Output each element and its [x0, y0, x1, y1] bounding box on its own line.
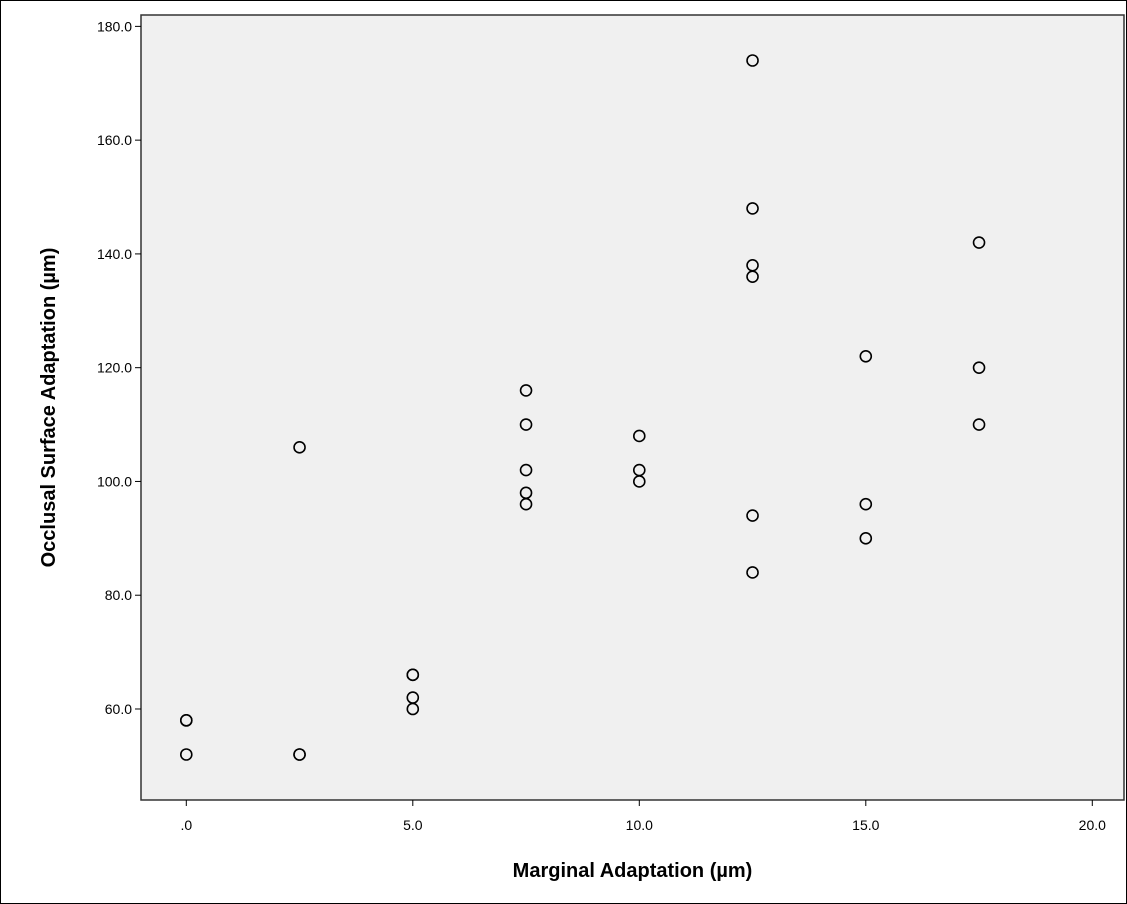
data-point: [859, 350, 873, 363]
data-point: [746, 270, 759, 283]
y-tick-label: 100.0: [97, 473, 132, 489]
data-point: [519, 418, 533, 431]
data-point: [746, 54, 759, 67]
data-point: [519, 497, 533, 511]
data-point: [632, 429, 646, 443]
x-tick-label: 5.0: [403, 817, 423, 833]
data-point: [293, 748, 306, 761]
data-point: [859, 532, 873, 545]
data-point: [519, 486, 533, 500]
data-point: [406, 668, 420, 682]
y-tick-label: 160.0: [97, 132, 132, 148]
data-point: [179, 748, 193, 761]
data-point: [746, 258, 759, 272]
data-point: [519, 463, 533, 477]
y-axis-title: Occlusal Surface Adaptation (µm): [38, 248, 60, 568]
x-tick-label: 20.0: [1079, 817, 1106, 833]
data-point: [746, 566, 759, 579]
x-tick-label: .0: [180, 817, 192, 833]
x-tick-label: 15.0: [852, 817, 879, 833]
y-tick-label: 180.0: [97, 18, 132, 34]
x-axis-title: Marginal Adaptation (µm): [513, 860, 753, 882]
y-tick-label: 60.0: [105, 701, 132, 717]
data-point: [519, 384, 533, 397]
data-point: [632, 475, 646, 488]
data-point: [859, 497, 873, 511]
data-point: [179, 714, 193, 727]
data-point: [746, 509, 759, 522]
data-point: [406, 691, 420, 704]
y-tick-label: 140.0: [97, 246, 132, 262]
data-point: [972, 361, 986, 374]
y-tick-label: 80.0: [105, 587, 132, 603]
x-tick-label: 10.0: [626, 817, 653, 833]
data-point: [632, 463, 646, 477]
data-point: [406, 702, 420, 716]
data-points: [179, 54, 986, 761]
data-point: [972, 236, 986, 249]
data-point: [293, 441, 306, 454]
y-axis: 60.0 80.0 100.0 120.0 140.0 160.0 180.0: [97, 18, 141, 717]
x-axis: .0 5.0 10.0 15.0 20.0: [180, 800, 1106, 833]
plot-area: [140, 14, 1125, 801]
y-tick-label: 120.0: [97, 360, 132, 376]
data-point: [746, 202, 759, 215]
data-point: [972, 418, 986, 431]
